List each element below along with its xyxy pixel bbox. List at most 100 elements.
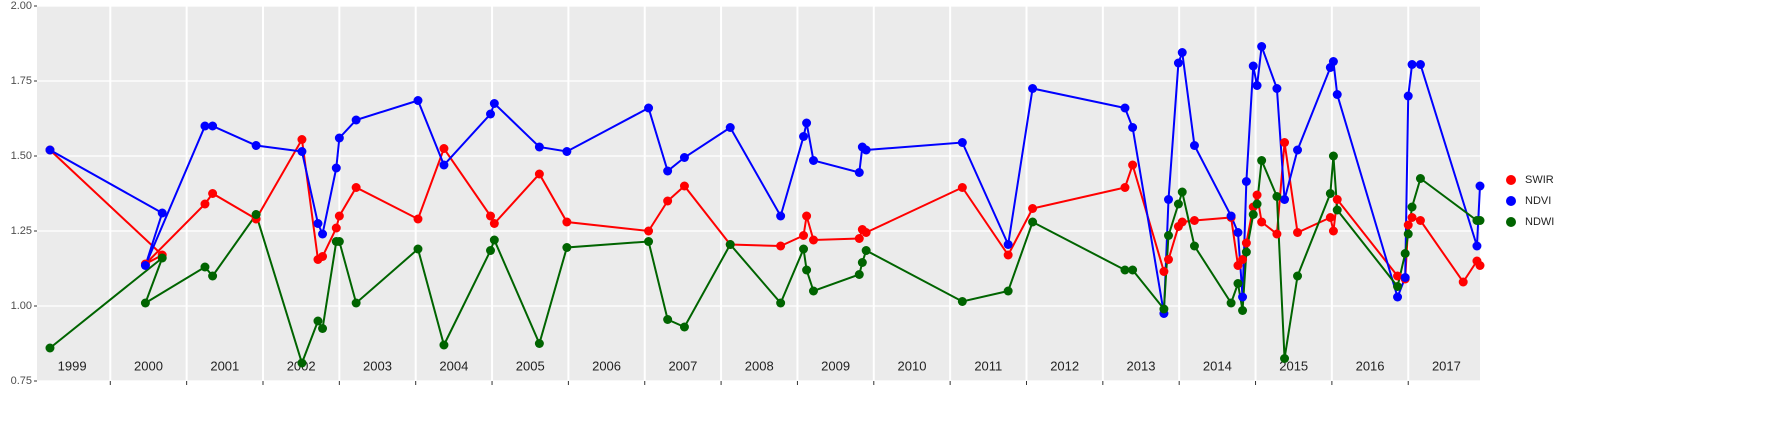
y-tick-label: 1.50 — [11, 150, 32, 162]
point — [663, 166, 673, 176]
point — [1177, 187, 1187, 197]
point — [413, 96, 423, 105]
point — [1173, 199, 1183, 209]
point — [644, 103, 654, 113]
point — [1272, 84, 1282, 93]
legend-key — [1506, 175, 1516, 185]
point — [1407, 202, 1417, 212]
legend-label: SWIR — [1525, 174, 1554, 186]
point — [1248, 61, 1258, 71]
point — [208, 121, 218, 131]
point — [318, 252, 328, 261]
point — [725, 240, 735, 249]
y-tick-label: 1.25 — [11, 225, 32, 237]
point — [297, 358, 307, 368]
point — [534, 169, 544, 179]
point — [1163, 195, 1173, 204]
x-tick-label: 2014 — [1203, 358, 1232, 373]
legend-label: NDVI — [1525, 195, 1551, 207]
point — [1328, 57, 1338, 66]
point — [1003, 286, 1013, 296]
x-tick-label: 2003 — [363, 358, 392, 373]
point — [351, 115, 361, 125]
point — [1325, 213, 1335, 222]
point — [1233, 279, 1243, 288]
point — [562, 217, 572, 227]
x-tick-label: 1999 — [58, 358, 87, 373]
point — [1177, 48, 1187, 57]
point — [200, 199, 210, 209]
point — [1400, 273, 1410, 282]
x-tick-label: 2001 — [210, 358, 239, 373]
point — [1241, 177, 1251, 186]
x-tick-label: 2010 — [898, 358, 927, 373]
point — [1028, 204, 1038, 213]
point — [663, 196, 673, 206]
point — [413, 244, 423, 254]
point — [489, 99, 499, 108]
point — [1415, 216, 1425, 225]
point — [1252, 81, 1262, 90]
point — [534, 142, 544, 152]
point — [1458, 277, 1468, 287]
point — [351, 183, 361, 192]
point — [861, 228, 871, 237]
point — [1241, 238, 1251, 248]
x-tick-label: 2011 — [974, 358, 1002, 373]
point — [1233, 228, 1243, 237]
point — [251, 210, 261, 219]
point — [157, 253, 167, 263]
point — [486, 109, 496, 119]
point — [857, 258, 867, 267]
point — [1189, 141, 1199, 150]
point — [1252, 199, 1262, 209]
point — [957, 138, 967, 147]
point — [1393, 271, 1403, 281]
x-tick-label: 2017 — [1432, 358, 1461, 373]
point — [1028, 217, 1038, 227]
point — [957, 297, 967, 306]
point — [802, 265, 812, 275]
point — [413, 214, 423, 224]
point — [45, 343, 55, 353]
point — [1252, 190, 1262, 200]
point — [1475, 216, 1485, 225]
point — [1238, 306, 1248, 315]
point — [297, 147, 307, 156]
point — [854, 270, 864, 279]
point — [1400, 249, 1410, 258]
point — [1159, 304, 1169, 314]
point — [808, 235, 818, 245]
point — [439, 160, 449, 170]
point — [140, 261, 150, 270]
point — [776, 211, 786, 221]
point — [1325, 189, 1335, 198]
point — [1189, 241, 1199, 251]
grid: 0.751.001.251.501.752.001999200020012002… — [11, 0, 1480, 387]
point — [1475, 261, 1485, 270]
legend-key — [1506, 217, 1516, 227]
point — [799, 244, 809, 254]
point — [1280, 138, 1290, 147]
point — [663, 315, 673, 324]
x-tick-label: 2006 — [592, 358, 621, 373]
point — [1272, 192, 1282, 201]
x-tick-label: 2000 — [134, 358, 163, 373]
point — [1407, 213, 1417, 222]
point — [1173, 58, 1183, 68]
point — [1163, 231, 1173, 240]
point — [489, 235, 499, 245]
point — [861, 246, 871, 255]
point — [861, 145, 871, 155]
point — [776, 298, 786, 308]
point — [644, 237, 654, 246]
y-tick-label: 1.00 — [11, 300, 32, 312]
point — [1415, 60, 1425, 69]
x-tick-label: 2005 — [516, 358, 545, 373]
point — [854, 234, 864, 243]
point — [1403, 229, 1413, 239]
point — [1407, 60, 1417, 69]
point — [1280, 195, 1290, 204]
point — [1128, 265, 1138, 275]
